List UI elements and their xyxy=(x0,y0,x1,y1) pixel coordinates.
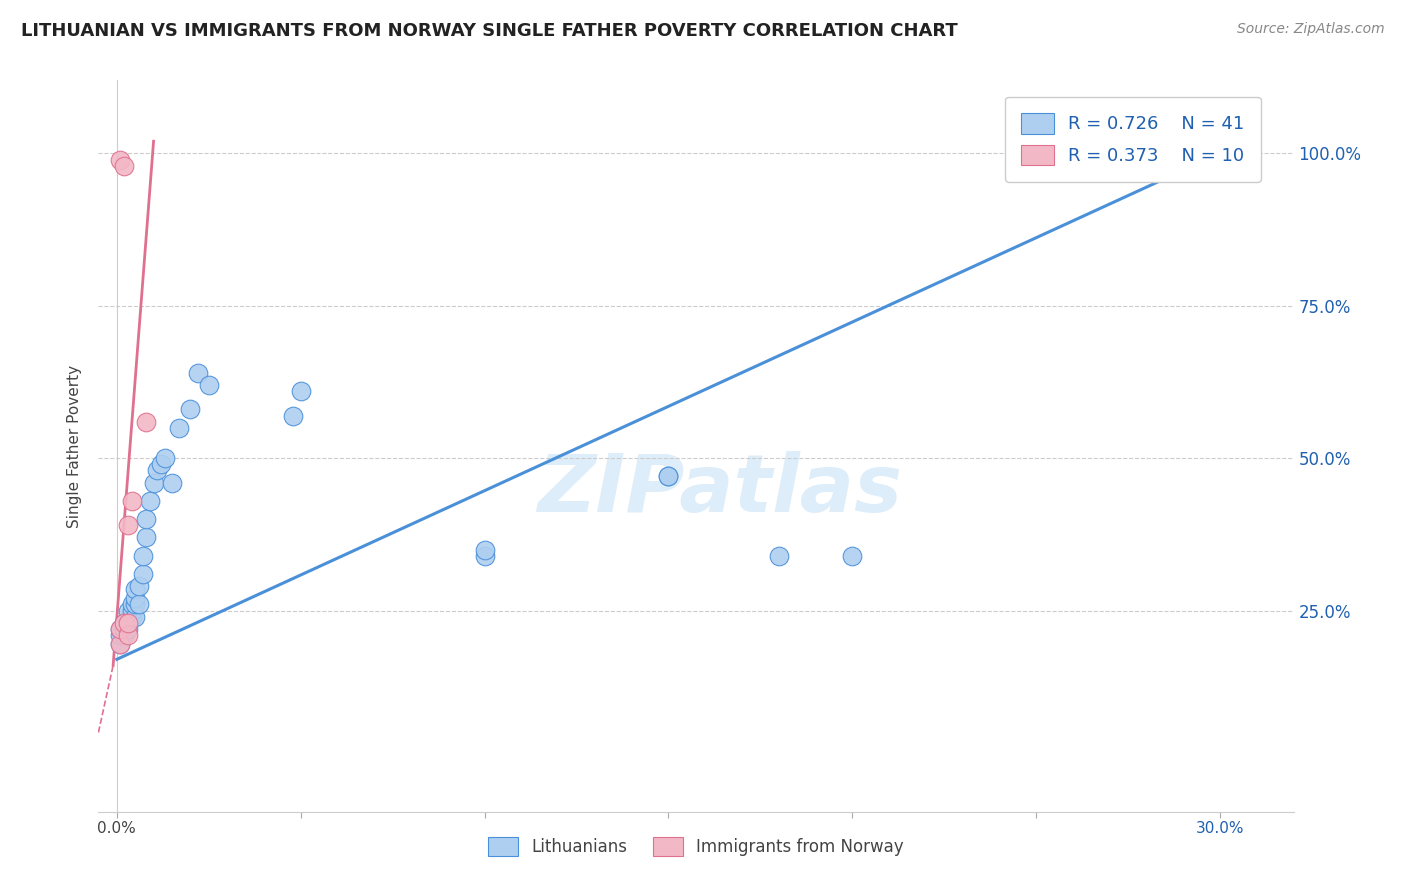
Point xyxy=(135,415,157,429)
Point xyxy=(117,604,139,618)
Point xyxy=(121,609,143,624)
Point xyxy=(160,475,183,490)
Point xyxy=(131,567,153,582)
Point xyxy=(146,463,169,477)
Point xyxy=(117,615,139,630)
Point xyxy=(768,549,790,563)
Point xyxy=(112,615,135,630)
Point xyxy=(153,451,176,466)
Point xyxy=(112,159,135,173)
Point xyxy=(1173,146,1195,161)
Point xyxy=(128,579,150,593)
Point xyxy=(110,628,132,642)
Point xyxy=(187,366,209,380)
Point xyxy=(117,628,139,642)
Text: 0.0%: 0.0% xyxy=(97,821,136,836)
Point xyxy=(117,622,139,636)
Point xyxy=(841,549,863,563)
Point xyxy=(135,530,157,544)
Point xyxy=(142,475,165,490)
Point xyxy=(124,598,146,612)
Legend: Lithuanians, Immigrants from Norway: Lithuanians, Immigrants from Norway xyxy=(475,823,917,869)
Point xyxy=(121,604,143,618)
Point xyxy=(169,421,191,435)
Text: LITHUANIAN VS IMMIGRANTS FROM NORWAY SINGLE FATHER POVERTY CORRELATION CHART: LITHUANIAN VS IMMIGRANTS FROM NORWAY SIN… xyxy=(21,22,957,40)
Point xyxy=(110,622,132,636)
Point xyxy=(112,622,135,636)
Point xyxy=(121,494,143,508)
Point xyxy=(110,637,132,651)
Point xyxy=(117,615,139,630)
Point xyxy=(128,598,150,612)
Y-axis label: Single Father Poverty: Single Father Poverty xyxy=(67,365,83,527)
Point xyxy=(131,549,153,563)
Point xyxy=(290,384,312,399)
Point xyxy=(110,622,132,636)
Point xyxy=(657,469,679,483)
Point xyxy=(474,549,496,563)
Point xyxy=(117,518,139,533)
Point xyxy=(149,458,172,472)
Point xyxy=(197,378,219,392)
Point xyxy=(112,628,135,642)
Point xyxy=(110,637,132,651)
Text: 30.0%: 30.0% xyxy=(1195,821,1244,836)
Point xyxy=(135,512,157,526)
Point xyxy=(112,615,135,630)
Point xyxy=(474,542,496,557)
Point xyxy=(179,402,201,417)
Text: ZIPatlas: ZIPatlas xyxy=(537,450,903,529)
Point xyxy=(139,494,162,508)
Point xyxy=(110,153,132,167)
Point xyxy=(121,598,143,612)
Point xyxy=(124,609,146,624)
Point xyxy=(283,409,305,423)
Point xyxy=(124,582,146,597)
Point xyxy=(124,591,146,606)
Point xyxy=(657,469,679,483)
Text: Source: ZipAtlas.com: Source: ZipAtlas.com xyxy=(1237,22,1385,37)
